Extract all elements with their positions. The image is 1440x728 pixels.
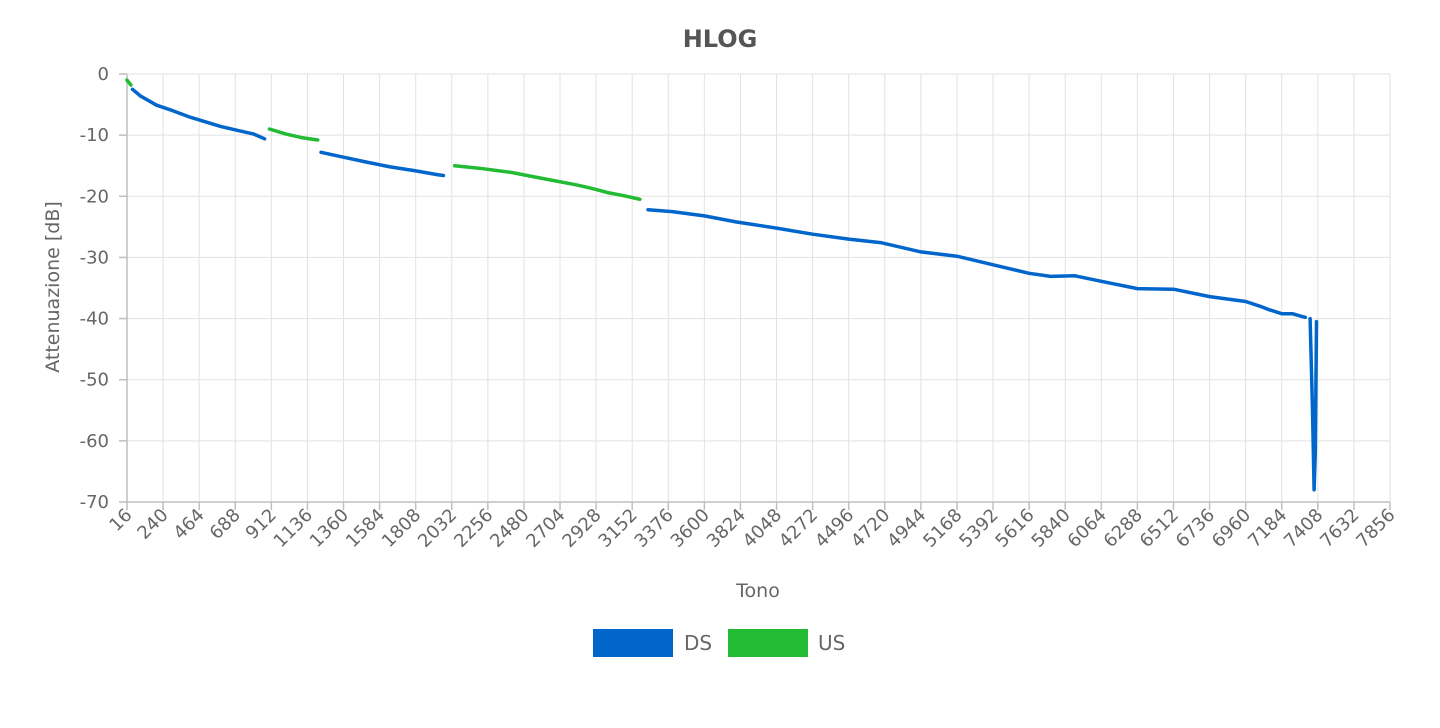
series-line-ds	[130, 87, 267, 141]
x-tick-label: 1360	[306, 505, 353, 552]
x-tick-label: 5168	[919, 505, 966, 552]
grid	[126, 73, 1391, 503]
x-tick-label: 3376	[631, 505, 678, 552]
x-tick-label: 688	[206, 505, 245, 544]
x-tick-label: 1584	[342, 505, 389, 552]
legend: DS US	[593, 629, 845, 657]
x-tick-label: 7632	[1316, 505, 1363, 552]
x-tick-label: 4944	[883, 505, 930, 552]
series-lines	[125, 78, 1319, 492]
y-axis-label: Attenuazione [dB]	[42, 201, 64, 373]
legend-label: US	[818, 631, 845, 655]
series-line-us	[125, 78, 133, 87]
x-tick-label: 7856	[1352, 505, 1399, 552]
x-tick-label: 1808	[378, 505, 425, 552]
axes: 1624046468891211361360158418082032225624…	[80, 64, 1400, 552]
series-line-ds	[646, 207, 1308, 320]
x-tick-label: 6288	[1100, 505, 1147, 552]
chart-title: HLOG	[683, 25, 758, 53]
series-us	[125, 78, 642, 202]
x-tick-label: 240	[133, 505, 172, 544]
series-line-us	[452, 163, 642, 202]
x-tick-label: 4496	[811, 505, 858, 552]
x-tick-label: 3600	[667, 505, 714, 552]
x-tick-label: 1136	[270, 505, 317, 552]
series-line-us	[267, 127, 320, 142]
x-tick-label: 7408	[1280, 505, 1327, 552]
x-tick-label: 2032	[414, 505, 461, 552]
x-tick-label: 7184	[1244, 505, 1291, 552]
series-line-ds	[319, 150, 446, 178]
y-tick-label: -40	[80, 309, 109, 330]
x-tick-label: 2480	[486, 505, 533, 552]
legend-item-ds[interactable]: DS	[593, 629, 712, 657]
x-tick-label: 6512	[1136, 505, 1183, 552]
x-tick-label: 6960	[1208, 505, 1255, 552]
x-axis-label: Tono	[735, 580, 780, 602]
y-tick-label: -10	[80, 125, 109, 146]
x-tick-label: 6064	[1064, 505, 1111, 552]
x-tick-label: 2256	[450, 505, 497, 552]
y-tick-label: 0	[98, 64, 109, 85]
x-tick-label: 2928	[558, 505, 605, 552]
x-tick-label: 464	[170, 505, 209, 544]
legend-item-us[interactable]: US	[728, 629, 845, 657]
x-tick-label: 5616	[991, 505, 1038, 552]
x-tick-label: 3152	[594, 505, 641, 552]
x-tick-label: 5392	[955, 505, 1002, 552]
legend-label: DS	[684, 631, 712, 655]
y-tick-label: -30	[80, 247, 109, 268]
x-tick-label: 4720	[847, 505, 894, 552]
y-tick-label: -70	[80, 492, 109, 513]
x-tick-label: 2704	[522, 505, 569, 552]
y-tick-label: -50	[80, 370, 109, 391]
legend-swatch	[728, 629, 808, 657]
x-tick-label: 16	[105, 505, 136, 536]
series-ds	[130, 87, 1319, 492]
legend-swatch	[593, 629, 673, 657]
x-tick-label: 5840	[1028, 505, 1075, 552]
series-line-ds	[1308, 316, 1319, 492]
x-tick-label: 3824	[703, 505, 750, 552]
x-tick-label: 4048	[739, 505, 786, 552]
x-tick-label: 6736	[1172, 505, 1219, 552]
y-tick-label: -20	[80, 186, 109, 207]
x-tick-label: 4272	[775, 505, 822, 552]
y-tick-label: -60	[80, 431, 109, 452]
